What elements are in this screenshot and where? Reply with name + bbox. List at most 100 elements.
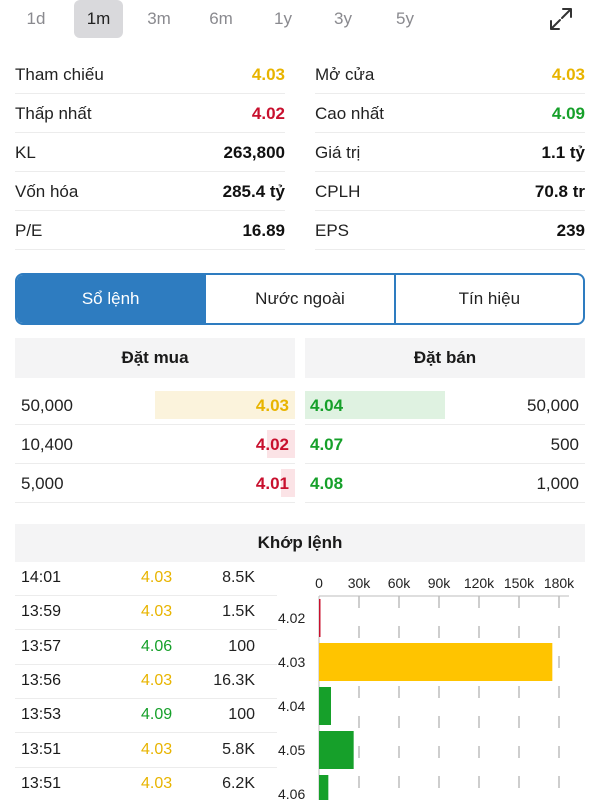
- stat-open-price: Mở cửa 4.03: [315, 56, 585, 94]
- y-tick-label: 4.02: [278, 610, 305, 626]
- buy-volume: 10,400: [21, 435, 73, 454]
- stat-label: Cao nhất: [315, 104, 384, 123]
- stat-value: 4.09: [551, 104, 585, 123]
- sell-volume: 50,000: [527, 396, 579, 415]
- trade-row: 13:51 4.03 6.2K: [15, 768, 277, 800]
- stat-value: 16.89: [242, 221, 285, 240]
- stat-label: Giá trị: [315, 143, 361, 162]
- range-tab-1y[interactable]: 1y: [274, 9, 292, 28]
- trade-time: 13:59: [21, 603, 62, 621]
- trade-volume: 8.5K: [222, 569, 255, 586]
- sell-price: 4.08: [310, 474, 344, 493]
- stat-label: Tham chiếu: [15, 65, 104, 84]
- matched-header: Khớp lệnh: [15, 524, 585, 562]
- y-tick-label: 4.06: [278, 786, 305, 800]
- x-tick-label: 150k: [504, 575, 535, 591]
- volume-bar: [319, 731, 354, 769]
- stat-value-traded: Giá trị 1.1 tỷ: [315, 134, 585, 172]
- trade-price: 4.09: [141, 706, 173, 724]
- volume-bar: [319, 687, 331, 725]
- trade-row: 13:51 4.03 5.8K: [15, 734, 277, 768]
- sell-volume: 500: [550, 435, 579, 454]
- trade-time: 13:56: [21, 671, 62, 689]
- range-tab-5y[interactable]: 5y: [396, 9, 414, 28]
- sell-order-row[interactable]: 4.08 1,000: [305, 464, 585, 503]
- trade-time: 13:51: [21, 740, 62, 758]
- trade-row: 13:57 4.06 100: [15, 631, 277, 665]
- sell-order-row[interactable]: 4.04 50,000: [305, 386, 585, 425]
- trade-row: 13:53 4.09 100: [15, 699, 277, 734]
- buy-price: 4.03: [255, 396, 289, 415]
- stat-reference-price: Tham chiếu 4.03: [15, 56, 285, 94]
- trade-row: 14:01 4.03 8.5K: [15, 562, 277, 596]
- stat-value: 4.02: [251, 104, 285, 123]
- stat-label: P/E: [15, 221, 43, 240]
- stat-shares-outstanding: CPLH 70.8 tr: [315, 173, 585, 211]
- stat-value: 4.03: [551, 65, 585, 84]
- x-tick-label: 180k: [544, 575, 575, 591]
- trade-volume: 100: [228, 706, 255, 724]
- stat-volume: KL 263,800: [15, 134, 285, 172]
- volume-by-price-chart: 0 30k 60k 90k 120k 150k 180k 4.02 4.03 4.04 4.05 4.…: [278, 575, 575, 800]
- tab-foreign[interactable]: Nước ngoài: [206, 275, 396, 323]
- tab-order-book[interactable]: Sổ lệnh: [17, 275, 207, 323]
- range-tab-1d[interactable]: 1d: [26, 9, 46, 28]
- trade-price: 4.03: [141, 671, 173, 689]
- tab-signals[interactable]: Tín hiệu: [458, 289, 521, 308]
- x-tick-label: 120k: [464, 575, 495, 591]
- buy-volume-bar: [155, 391, 295, 419]
- buy-order-row[interactable]: 10,400 4.02: [15, 425, 295, 464]
- sell-volume-bar: [305, 391, 445, 419]
- volume-bar: [319, 775, 329, 800]
- y-tick-label: 4.05: [278, 742, 305, 758]
- range-tab-1m[interactable]: 1m: [74, 0, 123, 38]
- stat-label: CPLH: [315, 182, 361, 201]
- orderbook-tabs: Sổ lệnh Nước ngoài Tín hiệu: [15, 273, 585, 325]
- range-tab-3m[interactable]: 3m: [147, 9, 171, 28]
- stat-label: EPS: [315, 221, 350, 240]
- stat-value: 70.8 tr: [534, 182, 585, 201]
- buy-price: 4.01: [255, 474, 289, 493]
- trade-price: 4.03: [141, 740, 173, 758]
- trade-time: 14:01: [21, 569, 62, 586]
- buy-volume-bar: [281, 469, 295, 497]
- stat-value: 239: [556, 221, 585, 240]
- buy-order-row[interactable]: 5,000 4.01: [15, 464, 295, 503]
- y-tick-label: 4.04: [278, 698, 305, 714]
- trade-price: 4.06: [141, 637, 173, 655]
- range-tab-3y[interactable]: 3y: [334, 9, 352, 28]
- sell-order-row[interactable]: 4.07 500: [305, 425, 585, 464]
- expand-icon[interactable]: [548, 6, 574, 32]
- buy-volume-bar: [267, 430, 295, 458]
- range-tab-6m[interactable]: 6m: [209, 9, 233, 28]
- trade-volume: 1.5K: [222, 603, 255, 621]
- stat-label: Thấp nhất: [15, 104, 92, 123]
- trade-price: 4.03: [141, 774, 173, 792]
- trade-row: 13:59 4.03 1.5K: [15, 596, 277, 631]
- buy-order-row[interactable]: 50,000 4.03: [15, 386, 295, 425]
- stat-eps: EPS 239: [315, 212, 585, 250]
- stat-value: 1.1 tỷ: [541, 143, 585, 162]
- trade-price: 4.03: [141, 603, 173, 621]
- sell-price: 4.04: [310, 396, 344, 415]
- buy-volume: 50,000: [21, 396, 73, 415]
- x-tick-label: 90k: [428, 575, 452, 591]
- stat-low-price: Thấp nhất 4.02: [15, 95, 285, 133]
- trade-volume: 100: [228, 637, 255, 655]
- sell-volume: 1,000: [536, 474, 579, 493]
- trade-price: 4.03: [141, 569, 173, 586]
- stat-label: KL: [15, 143, 36, 162]
- volume-bar: [319, 643, 553, 681]
- trade-volume: 5.8K: [222, 740, 255, 758]
- trade-volume: 16.3K: [213, 671, 255, 689]
- stat-pe: P/E 16.89: [15, 212, 285, 250]
- x-tick-label: 0: [315, 575, 323, 591]
- stat-value: 4.03: [251, 65, 285, 84]
- trade-time: 13:57: [21, 637, 62, 655]
- stat-value: 285.4 tỷ: [222, 182, 285, 201]
- stat-high-price: Cao nhất 4.09: [315, 95, 585, 133]
- trade-time: 13:53: [21, 706, 62, 724]
- stat-value: 263,800: [223, 143, 285, 162]
- y-tick-label: 4.03: [278, 654, 305, 670]
- buy-price: 4.02: [255, 435, 289, 454]
